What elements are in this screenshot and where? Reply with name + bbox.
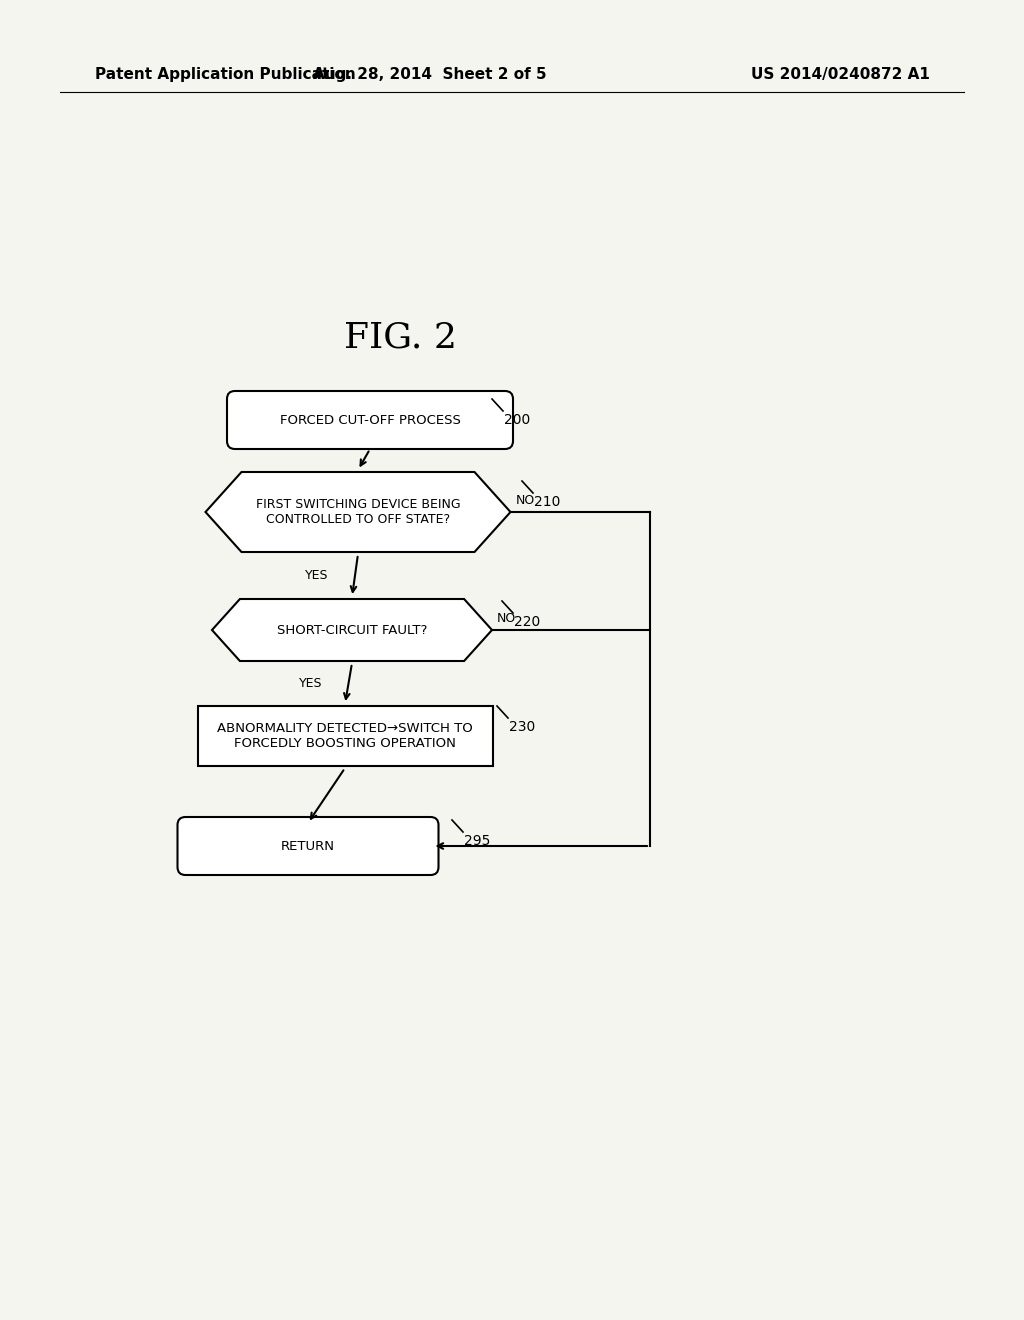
FancyBboxPatch shape (227, 391, 513, 449)
Text: FORCED CUT-OFF PROCESS: FORCED CUT-OFF PROCESS (280, 413, 461, 426)
Text: US 2014/0240872 A1: US 2014/0240872 A1 (751, 67, 930, 82)
Text: RETURN: RETURN (281, 840, 335, 853)
Text: NO: NO (515, 494, 535, 507)
Text: SHORT-CIRCUIT FAULT?: SHORT-CIRCUIT FAULT? (276, 623, 427, 636)
Text: FIG. 2: FIG. 2 (344, 321, 457, 355)
Text: 295: 295 (464, 834, 490, 847)
Text: 210: 210 (534, 495, 560, 510)
FancyBboxPatch shape (177, 817, 438, 875)
Text: 220: 220 (514, 615, 541, 630)
Text: FIRST SWITCHING DEVICE BEING
CONTROLLED TO OFF STATE?: FIRST SWITCHING DEVICE BEING CONTROLLED … (256, 498, 461, 525)
Text: 230: 230 (509, 719, 536, 734)
Text: YES: YES (299, 677, 322, 690)
Polygon shape (212, 599, 492, 661)
Text: YES: YES (304, 569, 328, 582)
Text: 200: 200 (504, 413, 530, 426)
Text: Aug. 28, 2014  Sheet 2 of 5: Aug. 28, 2014 Sheet 2 of 5 (313, 67, 547, 82)
Polygon shape (206, 473, 511, 552)
Text: NO: NO (497, 612, 516, 624)
Text: Patent Application Publication: Patent Application Publication (95, 67, 355, 82)
Bar (198, 706, 493, 766)
Text: ABNORMALITY DETECTED→SWITCH TO
FORCEDLY BOOSTING OPERATION: ABNORMALITY DETECTED→SWITCH TO FORCEDLY … (217, 722, 473, 750)
